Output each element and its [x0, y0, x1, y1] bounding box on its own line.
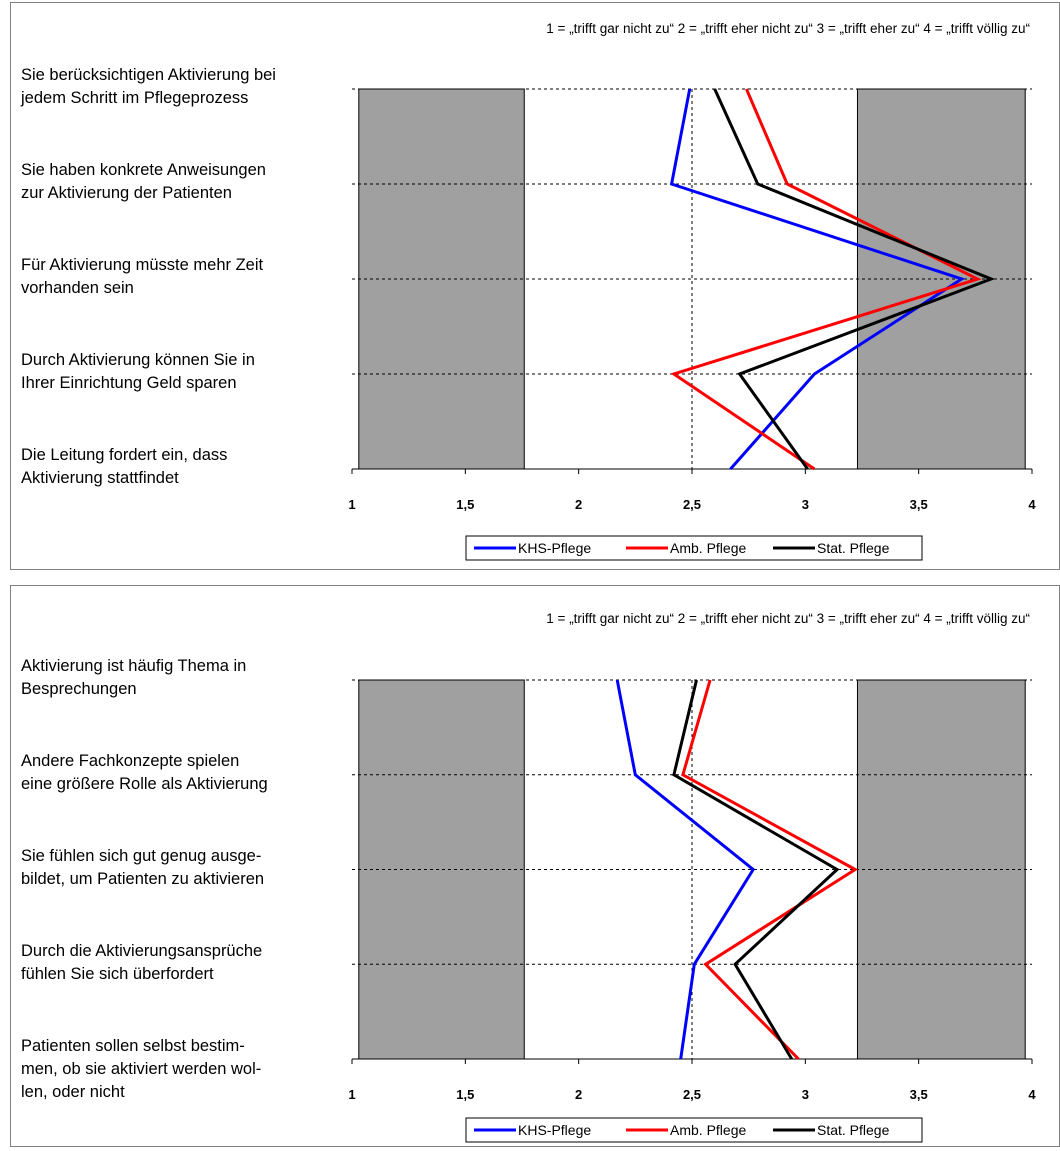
x-tick-label: 2 — [575, 1087, 582, 1102]
scale-note: 1 = „trifft gar nicht zu“ 2 = „trifft eh… — [546, 611, 1030, 626]
legend-label-1: KHS-Pflege — [518, 540, 591, 556]
category-label-line: Durch Aktivierung können Sie in — [21, 351, 255, 369]
x-tick-label: 4 — [1028, 497, 1036, 512]
x-tick-label: 1,5 — [456, 1087, 474, 1102]
series-line-2 — [681, 679, 859, 1061]
category-label: Sie berücksichtigen Aktivierung bei jedem… — [20, 66, 276, 107]
category-label-line: Sie fühlen sich gut genug ausge- — [21, 847, 261, 865]
legend-box — [465, 1117, 923, 1143]
category-label-line: len, oder nicht — [21, 1083, 125, 1101]
category-label: Sie fühlen sich gut genug ausge-bildet, … — [21, 847, 264, 888]
chart-panel-2: 1 = „trifft gar nicht zu“ 2 = „trifft eh… — [10, 585, 1060, 1147]
category-label-line: Sie berücksichtigen Aktivierung bei — [21, 66, 276, 84]
legend-label-3: Stat. Pflege — [817, 540, 890, 556]
x-tick-label: 1 — [348, 1087, 355, 1102]
category-label-line: Aktivierung stattfindet — [21, 469, 179, 487]
x-tick-label: 3,5 — [910, 497, 928, 512]
legend-label-1: KHS-Pflege — [518, 1122, 591, 1138]
category-label-line: eine größere Rolle als Aktivierung — [21, 775, 268, 793]
category-label-line: Patienten sollen selbst bestim- — [21, 1037, 245, 1055]
legend-label-2: Amb. Pflege — [670, 1122, 746, 1138]
category-label: Durch Aktivierung können Sie in Ihrer Ein… — [21, 351, 255, 392]
category-label-line: fühlen Sie sich überfordert — [21, 965, 214, 983]
category-label-line: zur Aktivierung der Patienten — [21, 184, 232, 202]
category-label-line: bildet, um Patienten zu aktivieren — [21, 870, 264, 888]
x-tick-label: 2 — [575, 497, 582, 512]
category-label-line: Für Aktivierung müsste mehr Zeit — [21, 256, 263, 274]
category-label-line: vorhanden sein — [21, 279, 134, 297]
x-tick-label: 4 — [1028, 1087, 1036, 1102]
category-label: Aktivierung ist häufig Thema in Besprechu… — [21, 657, 246, 698]
series-line-1 — [615, 679, 756, 1060]
category-label-line: men, ob sie aktiviert werden wol- — [21, 1060, 261, 1078]
scale-note: 1 = „trifft gar nicht zu“ 2 = „trifft eh… — [546, 21, 1030, 36]
category-label-line: Durch die Aktivierungsansprüche — [21, 942, 262, 960]
x-tick-label: 1 — [348, 497, 355, 512]
legend-label-2: Amb. Pflege — [670, 540, 746, 556]
category-label-line: Die Leitung fordert ein, dass — [21, 446, 227, 464]
x-tick-label: 3,5 — [910, 1087, 928, 1102]
chart-panel-1: 1 = „trifft gar nicht zu“ 2 = „trifft eh… — [10, 2, 1060, 570]
category-label-line: Besprechungen — [21, 680, 137, 698]
x-tick-label: 2,5 — [683, 497, 701, 512]
category-label-line: jedem Schritt im Pflegeprozess — [20, 89, 248, 107]
series-line-2 — [670, 88, 982, 471]
category-label: Die Leitung fordert ein, dass Aktivierung… — [21, 446, 227, 487]
series-line-1 — [669, 88, 966, 470]
x-tick-label: 2,5 — [683, 1087, 701, 1102]
category-label: Sie haben konkrete Anweisungen zur Aktivi… — [21, 161, 266, 202]
x-tick-label: 3 — [802, 497, 809, 512]
category-label: Andere Fachkonzepte spielen eine größere … — [21, 752, 268, 793]
category-label: Durch die Aktivierungsansprüche fühlen Si… — [21, 942, 262, 983]
category-label: Patienten sollen selbst bestim-men, ob s… — [21, 1037, 261, 1101]
legend-label-3: Stat. Pflege — [817, 1122, 890, 1138]
legend-box — [465, 535, 923, 561]
series-line-3 — [672, 679, 840, 1060]
category-label-line: Ihrer Einrichtung Geld sparen — [21, 374, 237, 392]
x-tick-label: 1,5 — [456, 497, 474, 512]
profile-chart-1: 1 = „trifft gar nicht zu“ 2 = „trifft eh… — [20, 21, 1036, 561]
category-label-line: Aktivierung ist häufig Thema in — [21, 657, 246, 675]
profile-chart-2: 1 = „trifft gar nicht zu“ 2 = „trifft eh… — [21, 611, 1036, 1143]
category-label-line: Sie haben konkrete Anweisungen — [21, 161, 266, 179]
series-line-3 — [713, 88, 996, 470]
category-label: Für Aktivierung müsste mehr Zeit vorhande… — [21, 256, 263, 297]
x-tick-label: 3 — [802, 1087, 809, 1102]
category-label-line: Andere Fachkonzepte spielen — [21, 752, 239, 770]
